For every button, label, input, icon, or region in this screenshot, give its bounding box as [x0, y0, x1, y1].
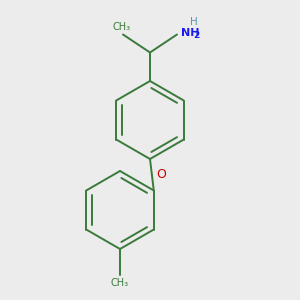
Text: 2: 2	[194, 32, 200, 40]
Text: CH₃: CH₃	[112, 22, 130, 32]
Text: H: H	[190, 17, 197, 27]
Text: O: O	[156, 168, 166, 181]
Text: NH: NH	[181, 28, 199, 38]
Text: CH₃: CH₃	[111, 278, 129, 287]
